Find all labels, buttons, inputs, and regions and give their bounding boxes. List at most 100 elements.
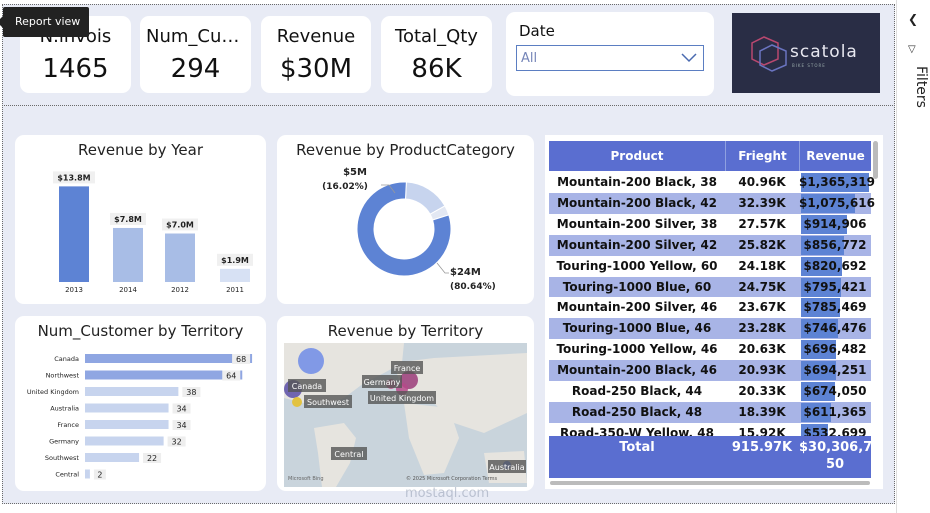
kpi-card-customers[interactable]: Num_Cus... 294 bbox=[140, 16, 251, 93]
customers-by-territory-chart: Canada 68 Northwest 64 United Kingdom 38 Austr… bbox=[27, 354, 253, 480]
freight-cell: 23.28K bbox=[738, 321, 786, 336]
map-brand: Microsoft Bing bbox=[288, 476, 324, 482]
product-cell: Touring-1000 Blue, 46 bbox=[562, 321, 712, 336]
territory-tick-label: Australia bbox=[50, 405, 79, 413]
freight-cell: 20.93K bbox=[738, 363, 786, 378]
freight-cell: 27.57K bbox=[738, 216, 786, 231]
data-label-bg bbox=[172, 420, 191, 430]
table-row[interactable]: Touring-1000 Blue, 46 23.28K $746,476 bbox=[549, 318, 871, 340]
column-header-revenue[interactable]: Revenue bbox=[799, 141, 871, 171]
data-label-bg bbox=[182, 387, 201, 397]
product-cell: Road-250 Black, 48 bbox=[571, 404, 703, 419]
territory-data-label: 34 bbox=[176, 421, 186, 430]
revenue-data-bar bbox=[801, 298, 841, 318]
product-cell: Touring-1000 Blue, 60 bbox=[562, 279, 712, 294]
table-total-row: Total 915.97K $30,306,7 50 bbox=[549, 436, 872, 478]
column-header-product[interactable]: Product bbox=[610, 149, 664, 163]
label-leader-line bbox=[436, 262, 449, 274]
table-row[interactable]: Touring-1000 Yellow, 60 24.18K $820,692 bbox=[549, 255, 871, 277]
year-bar bbox=[165, 233, 195, 282]
revenue-cell: $1,365,319 bbox=[799, 175, 875, 189]
table-row[interactable]: Mountain-200 Silver, 38 27.57K $914,906 bbox=[549, 213, 871, 235]
filters-pane-label[interactable]: Filters bbox=[913, 66, 929, 108]
product-cell: Mountain-200 Black, 38 bbox=[557, 175, 717, 189]
collapse-pane-icon[interactable]: ❮ bbox=[908, 12, 919, 26]
date-dropdown[interactable]: All bbox=[516, 45, 704, 71]
customers-by-territory-card[interactable]: Num_Customer by Territory Canada 68 Northw… bbox=[15, 316, 266, 491]
filters-pane[interactable]: ❮ ▽ Filters bbox=[896, 0, 930, 513]
kpi-value: 1465 bbox=[42, 54, 109, 84]
slice-percent-label: (80.64%) bbox=[450, 282, 496, 292]
territory-bar bbox=[85, 420, 169, 429]
revenue-by-territory-card[interactable]: Revenue by Territory Canada Southwest Ge… bbox=[277, 316, 534, 491]
product-cell: Mountain-200 Silver, 38 bbox=[556, 216, 718, 231]
map-attribution: © 2025 Microsoft Corporation Terms bbox=[406, 475, 497, 482]
product-cell: Road-250 Black, 44 bbox=[571, 384, 703, 398]
territory-tick-label: United Kingdom bbox=[27, 388, 79, 396]
table-row[interactable]: Touring-1000 Blue, 60 24.75K $795,421 bbox=[549, 276, 871, 298]
data-label-bg bbox=[162, 218, 198, 231]
map-label-germany: Germany bbox=[364, 378, 401, 387]
kpi-card-quantity[interactable]: Total_Qty 86K bbox=[381, 16, 492, 93]
territory-data-label: 2 bbox=[97, 471, 102, 480]
table-row[interactable]: Touring-1000 Yellow, 46 20.63K $696,482 bbox=[549, 339, 871, 361]
revenue-data-bar bbox=[801, 402, 832, 422]
freight-cell: 24.18K bbox=[738, 258, 786, 273]
table-row[interactable]: Mountain-200 Silver, 46 23.67K $785,469 bbox=[549, 297, 871, 319]
freight-cell: 24.75K bbox=[738, 279, 786, 294]
year-tick-label: 2013 bbox=[65, 286, 83, 294]
table-header: Product Frieght cost Revenue bbox=[549, 141, 871, 193]
revenue-by-year-card[interactable]: Revenue by Year $13.8M 2013 $7.8M 2014 $7.0M… bbox=[15, 135, 266, 304]
revenue-data-bar bbox=[801, 193, 855, 213]
year-data-label: $13.8M bbox=[57, 173, 90, 182]
table-row[interactable]: Mountain-200 Silver, 42 25.82K $856,772 bbox=[549, 234, 871, 256]
brand-logo: scatola BIKE STORE bbox=[732, 13, 880, 93]
table-row[interactable]: Road-250 Black, 48 18.39K $611,365 bbox=[549, 401, 871, 423]
product-cell: Mountain-200 Black, 42 bbox=[557, 195, 717, 210]
map-bubble-northwest[interactable] bbox=[298, 348, 324, 374]
map-label-uk: United Kingdom bbox=[370, 394, 434, 403]
kpi-title: Revenue bbox=[276, 26, 356, 47]
table-row[interactable]: Mountain-200 Black, 46 20.93K $694,251 bbox=[549, 360, 871, 382]
territory-data-label: 34 bbox=[176, 405, 186, 414]
revenue-cell: $795,421 bbox=[803, 279, 867, 294]
year-bar bbox=[59, 186, 89, 282]
chart-title: Num_Customer by Territory bbox=[37, 322, 244, 340]
revenue-data-bar bbox=[801, 340, 836, 360]
column-header-freight[interactable]: Frieght cost bbox=[725, 141, 799, 193]
map-bubble-southwest[interactable] bbox=[292, 397, 302, 407]
product-table-card[interactable]: Product Frieght cost Revenue Mountain-20… bbox=[545, 135, 883, 489]
data-label-bg bbox=[93, 469, 106, 480]
chevron-down-icon bbox=[681, 53, 697, 63]
freight-cell: 20.63K bbox=[738, 342, 786, 357]
revenue-by-year-chart: $13.8M 2013 $7.8M 2014 $7.0M 2012 $1.9M 2011 bbox=[53, 171, 253, 294]
territory-map[interactable]: Canada Southwest Germany France United K… bbox=[284, 343, 527, 487]
table-row[interactable]: Road-250 Black, 44 20.33K $674,050 bbox=[549, 381, 871, 402]
horizontal-scrollbar[interactable] bbox=[550, 481, 870, 485]
year-tick-label: 2012 bbox=[171, 286, 189, 294]
kpi-value: 86K bbox=[411, 54, 462, 84]
vertical-scrollbar[interactable] bbox=[873, 141, 878, 179]
donut-slice bbox=[356, 181, 452, 277]
freight-cell: 40.96K bbox=[738, 175, 786, 189]
product-cell: Touring-1000 Yellow, 60 bbox=[556, 258, 718, 273]
territory-data-label: 38 bbox=[186, 388, 196, 397]
table-row[interactable]: Mountain-200 Black, 38 40.96K $1,365,319 bbox=[549, 172, 875, 193]
logo-tagline: BIKE STORE bbox=[792, 63, 826, 68]
kpi-card-revenue[interactable]: Revenue $30M bbox=[261, 16, 371, 93]
year-data-label: $7.0M bbox=[166, 221, 194, 230]
data-label-bg bbox=[143, 453, 162, 463]
map-label-canada: Canada bbox=[292, 382, 323, 391]
revenue-cell: $1,075,616 bbox=[799, 195, 875, 210]
revenue-cell: $856,772 bbox=[803, 237, 867, 252]
product-cell: Mountain-200 Black, 46 bbox=[557, 363, 717, 378]
chart-title: Revenue by ProductCategory bbox=[296, 141, 515, 159]
revenue-cell: $696,482 bbox=[803, 342, 867, 357]
year-data-label: $7.8M bbox=[114, 215, 142, 224]
product-cell: Mountain-200 Silver, 42 bbox=[556, 237, 718, 252]
year-bar bbox=[113, 227, 143, 282]
table-row[interactable]: Mountain-200 Black, 42 32.39K $1,075,616 bbox=[549, 192, 875, 214]
chart-title: Revenue by Territory bbox=[327, 322, 484, 340]
revenue-by-category-card[interactable]: Revenue by ProductCategory $5M (16.02%) $2… bbox=[277, 135, 534, 304]
